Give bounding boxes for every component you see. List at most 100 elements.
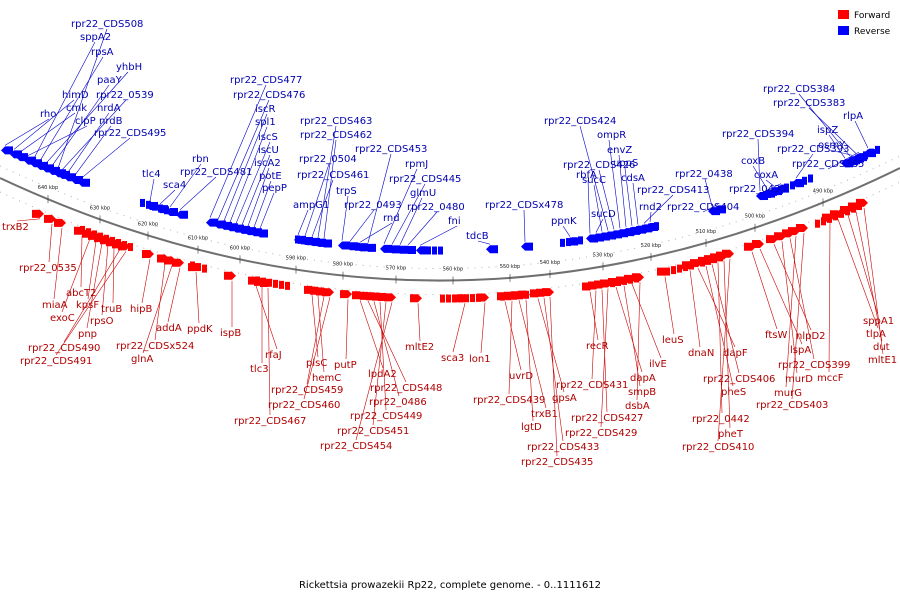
forward-gene-label: mltE2 — [405, 342, 434, 353]
reverse-gene-label: envZ — [607, 145, 632, 156]
forward-gene-leader — [367, 300, 407, 383]
forward-gene-label: smpB — [628, 387, 656, 398]
reverse-gene-block — [857, 154, 862, 163]
forward-gene-block — [815, 219, 820, 228]
forward-gene-leader — [697, 267, 736, 348]
forward-gene-label: rpr22_CDS449 — [350, 411, 422, 422]
forward-gene-block — [671, 266, 676, 275]
reverse-gene-mark — [256, 229, 268, 238]
forward-gene-leader — [101, 245, 109, 316]
forward-gene-block — [712, 255, 717, 264]
forward-gene-leader — [525, 299, 534, 422]
forward-gene-leader — [589, 291, 599, 341]
reverse-gene-block — [845, 159, 850, 168]
forward-gene-label: rpr22_CDS459 — [271, 385, 343, 396]
forward-gene-label: dapA — [630, 373, 656, 384]
forward-gene-leader — [543, 297, 564, 442]
forward-gene-block — [196, 263, 201, 272]
forward-gene-label: rpr22_CDS454 — [320, 441, 392, 452]
reverse-gene-label: fni — [448, 216, 461, 227]
reverse-gene-label: sppA2 — [80, 32, 111, 43]
reverse-gene-leader — [317, 125, 337, 238]
reverse-gene-mark — [380, 244, 392, 253]
forward-gene-block — [128, 243, 133, 252]
reverse-gene-label: rpr22_CDS404 — [667, 202, 739, 213]
reverse-gene-leader — [419, 225, 458, 246]
forward-gene-label: trxB2 — [2, 222, 29, 233]
forward-gene-label: rpr22_CDS467 — [234, 416, 306, 427]
forward-gene-label: gpsA — [552, 393, 577, 404]
forward-gene-label: kpsF — [76, 300, 99, 311]
forward-gene-label: dsbA — [625, 401, 650, 412]
reverse-gene-leader — [253, 180, 272, 228]
forward-gene-block — [634, 274, 639, 283]
forward-gene-block — [839, 209, 844, 218]
reverse-gene-block — [566, 238, 571, 247]
forward-gene-block — [122, 241, 127, 250]
forward-gene-block — [500, 292, 505, 301]
forward-gene-block — [706, 256, 711, 265]
forward-gene-leader — [518, 300, 547, 409]
forward-gene-leader — [112, 247, 115, 304]
reverse-gene-block — [158, 204, 163, 213]
reverse-gene-label: ompR — [597, 130, 626, 141]
reverse-gene-label: rpr22_CDS453 — [355, 144, 427, 155]
forward-gene-label: rfaJ — [265, 350, 282, 361]
forward-gene-mark — [410, 294, 422, 303]
reverse-gene-block — [808, 174, 813, 183]
reverse-gene-label: cmk — [66, 103, 87, 114]
forward-gene-leader — [508, 300, 513, 395]
reverse-gene-label: sucD — [591, 209, 616, 220]
forward-gene-leader — [267, 287, 271, 416]
forward-gene-leader — [61, 238, 91, 313]
legend-forward-swatch — [838, 10, 849, 19]
reverse-gene-leader — [57, 28, 108, 169]
forward-gene-label: hemC — [312, 373, 341, 384]
reverse-gene-mark — [338, 241, 350, 250]
forward-gene-leader — [16, 218, 41, 222]
reverse-gene-label: ppnK — [551, 216, 577, 227]
reverse-gene-leader — [229, 126, 268, 223]
reverse-gene-leader — [74, 125, 112, 176]
reverse-gene-label: rpr22_CDS384 — [763, 84, 835, 95]
forward-gene-label: leuS — [662, 335, 684, 346]
reverse-gene-label: sucC — [582, 175, 606, 186]
forward-gene-leader — [480, 302, 486, 354]
forward-gene-leader — [615, 286, 643, 373]
legend-reverse-label: Reverse — [854, 27, 891, 37]
reverse-gene-leader — [827, 151, 860, 170]
reverse-gene-label: osmY — [818, 140, 846, 151]
forward-gene-leader — [87, 240, 97, 300]
forward-gene-label: mltE1 — [868, 355, 897, 366]
forward-gene-label: ftsW — [765, 330, 787, 341]
reverse-gene-label: rpr22_CDS426 — [563, 160, 635, 171]
reverse-gene-block — [307, 237, 312, 246]
forward-gene-block — [845, 207, 850, 216]
reverse-gene-block — [140, 198, 145, 207]
tick-label: 620 kbp — [138, 221, 158, 227]
reverse-gene-leader — [247, 167, 270, 227]
reverse-gene-label: rpr22_CDS495 — [94, 128, 166, 139]
forward-gene-block — [80, 225, 85, 234]
reverse-gene-mark — [78, 178, 90, 187]
forward-gene-leader — [591, 290, 597, 380]
reverse-gene-label: rpsA — [91, 47, 114, 58]
forward-gene-leader — [372, 302, 387, 426]
reverse-gene-label: himD — [62, 90, 89, 101]
forward-gene-leader — [255, 285, 278, 350]
tick-label: 590 kbp — [286, 256, 306, 262]
reverse-gene-leader — [33, 41, 96, 159]
reverse-gene-leader — [798, 93, 851, 157]
forward-gene-block — [440, 294, 445, 303]
reverse-gene-label: cdsA — [621, 173, 645, 184]
forward-gene-label: pheT — [718, 429, 744, 440]
forward-gene-block — [827, 214, 832, 223]
reverse-gene-label: coxA — [754, 170, 778, 181]
forward-gene-block — [464, 294, 469, 303]
tick-label: 540 kbp — [540, 260, 560, 266]
forward-gene-label: tlc3 — [250, 364, 269, 375]
forward-gene-label: rpr22_CDS435 — [521, 457, 593, 468]
reverse-gene-label: rpr22_0430 — [729, 184, 787, 195]
forward-gene-label: lpdA2 — [368, 369, 397, 380]
